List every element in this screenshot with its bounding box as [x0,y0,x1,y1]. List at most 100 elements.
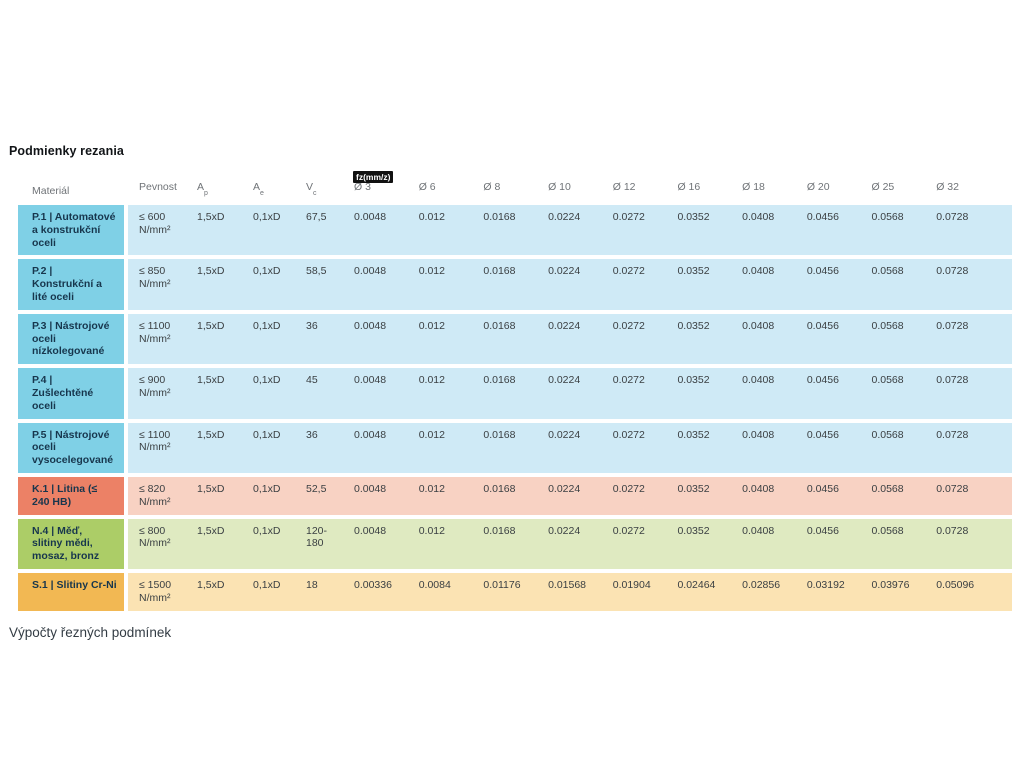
ap-symbol: A [197,180,205,193]
value-cell: 0.0168 [483,374,516,387]
ap-cell: 1,5xD [197,482,225,495]
value-cell: 0.0048 [354,265,387,278]
column-header-diameter: Ø 10 [548,180,571,193]
vc-cell: 52,5 [306,482,327,495]
value-cell: 0.0272 [612,428,645,441]
value-cell: 0.0352 [677,428,710,441]
value-cell: 0.0456 [806,211,839,223]
column-header-diameter: Ø 32 [936,180,959,193]
vc-subscript: c [313,190,317,197]
ae-cell: 0,1xD [253,482,281,495]
value-cell: 0.0568 [871,374,904,387]
table-row: P.4 | Zušlechtěné oceli ≤ 900 N/mm² 1,5x… [18,368,1012,419]
value-cell: 0.0352 [677,524,710,537]
column-header-diameter: Ø 12 [612,180,636,193]
value-cell: 0.012 [418,428,445,441]
vc-cell: 67,5 [306,211,327,223]
value-cell: 0.0168 [483,482,516,495]
ae-cell: 0,1xD [253,319,281,332]
ap-cell: 1,5xD [197,428,225,441]
material-cell: P.1 | Automatové a konstrukční oceli [18,205,124,256]
column-header-diameter: Ø 20 [806,180,830,193]
vc-cell: 36 [306,428,318,441]
pevnost-cell: ≤ 800 N/mm² [139,524,171,550]
ae-cell: 0,1xD [253,524,281,537]
row-values: ≤ 800 N/mm² 1,5xD 0,1xD 120- 180 0.0048 0… [128,518,1012,569]
value-cell: 0.03192 [806,578,845,591]
material-cell: P.3 | Nástrojové oceli nízkolegované [18,313,124,365]
footer-heading: Výpočty řezných podmínek [9,624,172,640]
material-cell: P.5 | Nástrojové oceli vysocelegované [18,422,124,473]
value-cell: 0.012 [418,319,445,332]
row-values: ≤ 850 N/mm² 1,5xD 0,1xD 58,5 0.0048 0.012… [128,259,1012,310]
value-cell: 0.0568 [871,211,904,223]
value-cell: 0.0168 [483,319,516,332]
value-cell: 0.0728 [936,524,969,537]
pevnost-cell: ≤ 1100 N/mm² [139,319,171,345]
column-header-diameter: fz(mm/z) Ø 3 [353,171,419,198]
row-values: ≤ 600 N/mm² 1,5xD 0,1xD 67,5 0.0048 0.012… [128,205,1012,256]
ae-cell: 0,1xD [253,265,281,278]
value-cell: 0.01176 [483,578,521,591]
value-cell: 0.0408 [742,319,775,332]
vc-cell: 45 [306,374,318,387]
value-cell: 0.0224 [548,524,581,537]
row-values: ≤ 820 N/mm² 1,5xD 0,1xD 52,5 0.0048 0.012… [128,476,1012,515]
pevnost-cell: ≤ 1500 N/mm² [139,578,172,604]
value-cell: 0.0408 [742,374,775,387]
value-cell: 0.01568 [548,578,587,591]
ap-subscript: p [204,190,208,197]
value-cell: 0.0352 [677,482,710,495]
fz-unit-badge: fz(mm/z) [353,171,394,183]
pevnost-cell: ≤ 850 N/mm² [139,265,171,291]
value-cell: 0.05096 [936,578,975,591]
value-cell: 0.03976 [871,578,910,591]
value-cell: 0.0352 [677,265,710,278]
pevnost-cell: ≤ 1100 N/mm² [139,428,171,454]
ae-cell: 0,1xD [253,428,281,441]
column-header-ap: Ap [197,181,253,198]
value-cell: 0.0224 [548,482,581,495]
ap-cell: 1,5xD [197,524,225,537]
value-cell: 0.0728 [936,374,969,387]
vc-cell: 58,5 [306,265,327,278]
value-cell: 0.0272 [612,319,645,332]
pevnost-cell: ≤ 820 N/mm² [139,482,171,508]
value-cell: 0.012 [418,524,445,537]
value-cell: 0.0084 [418,578,451,591]
column-header-diameter: Ø 18 [742,180,765,193]
row-values: ≤ 900 N/mm² 1,5xD 0,1xD 45 0.0048 0.012 0.… [128,368,1012,419]
ap-cell: 1,5xD [197,265,225,278]
material-cell: S.1 | Slitiny Cr-Ni [18,572,124,611]
value-cell: 0.0408 [742,211,775,223]
column-header-diameter: Ø 25 [871,180,895,193]
value-cell: 0.0456 [806,482,839,495]
value-cell: 0.0456 [806,428,839,441]
vc-cell: 120- 180 [306,524,328,550]
value-cell: 0.02464 [677,578,716,591]
value-cell: 0.0352 [677,211,710,223]
value-cell: 0.01904 [612,578,651,591]
value-cell: 0.0408 [742,265,775,278]
value-cell: 0.0728 [936,319,969,332]
diameter-label: Ø 3 [354,180,371,193]
column-header-diameter: Ø 8 [483,180,501,193]
table-row: P.1 | Automatové a konstrukční oceli ≤ 6… [18,205,1012,256]
table-body: P.1 | Automatové a konstrukční oceli ≤ 6… [18,205,1012,611]
value-cell: 0.0728 [936,482,969,495]
ap-cell: 1,5xD [197,319,225,332]
vc-cell: 18 [306,578,318,591]
value-cell: 0.0224 [548,319,581,332]
value-cell: 0.0568 [871,482,904,495]
ae-cell: 0,1xD [253,578,281,591]
material-cell: P.2 | Konstrukční a lité oceli [18,259,124,310]
ae-subscript: e [260,190,264,197]
value-cell: 0.0568 [871,524,904,537]
row-values: ≤ 1100 N/mm² 1,5xD 0,1xD 36 0.0048 0.012 0… [128,313,1012,365]
value-cell: 0.0728 [936,428,969,441]
value-cell: 0.0352 [677,374,710,387]
value-cell: 0.0168 [483,524,516,537]
